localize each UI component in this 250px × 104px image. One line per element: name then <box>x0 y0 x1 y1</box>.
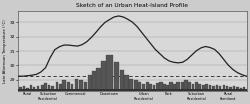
Bar <box>59 84 62 91</box>
Bar <box>120 70 124 91</box>
Bar <box>96 68 102 91</box>
Bar <box>156 83 159 91</box>
Bar <box>114 62 119 91</box>
Bar <box>194 82 198 91</box>
Bar <box>222 85 225 91</box>
Bar <box>70 84 73 91</box>
Bar <box>192 84 194 91</box>
Bar <box>75 79 78 91</box>
Title: Sketch of an Urban Heat-Island Profile: Sketch of an Urban Heat-Island Profile <box>76 3 188 8</box>
Bar <box>33 87 35 91</box>
Bar <box>48 85 50 91</box>
Bar <box>134 80 138 91</box>
Bar <box>79 80 83 91</box>
Bar <box>198 84 201 91</box>
Bar <box>202 85 204 91</box>
Bar <box>56 82 58 91</box>
Bar <box>230 87 232 91</box>
Bar <box>219 86 222 91</box>
Bar <box>18 89 246 91</box>
Bar <box>176 82 180 91</box>
Bar <box>36 86 39 91</box>
Bar <box>67 82 70 91</box>
Bar <box>84 82 87 91</box>
Bar <box>88 75 92 91</box>
Bar <box>226 86 228 91</box>
Bar <box>142 84 145 91</box>
Bar <box>188 82 191 91</box>
Bar <box>138 82 141 91</box>
Bar <box>149 84 152 91</box>
Bar <box>23 86 25 91</box>
Y-axis label: Late Afternoon Temperature (°C): Late Afternoon Temperature (°C) <box>4 19 8 83</box>
Bar <box>243 87 246 91</box>
Bar <box>170 82 173 91</box>
Bar <box>51 86 54 91</box>
Bar <box>159 82 163 91</box>
Bar <box>41 85 43 91</box>
Bar <box>153 85 156 91</box>
Bar <box>181 82 184 91</box>
Bar <box>30 85 32 91</box>
Bar <box>101 61 107 91</box>
Bar <box>163 84 166 91</box>
Bar <box>106 55 113 91</box>
Bar <box>212 86 214 91</box>
Bar <box>236 87 238 91</box>
Bar <box>166 85 169 91</box>
Bar <box>240 88 242 91</box>
Bar <box>233 86 235 91</box>
Bar <box>44 83 47 91</box>
Bar <box>62 80 66 91</box>
Bar <box>20 87 22 91</box>
Bar <box>146 82 149 91</box>
Bar <box>184 80 188 91</box>
Bar <box>216 85 218 91</box>
Bar <box>124 75 129 91</box>
Bar <box>209 85 211 91</box>
Bar <box>173 84 176 91</box>
Bar <box>26 88 28 91</box>
Bar <box>129 79 133 91</box>
Bar <box>205 84 208 91</box>
Bar <box>92 71 97 91</box>
